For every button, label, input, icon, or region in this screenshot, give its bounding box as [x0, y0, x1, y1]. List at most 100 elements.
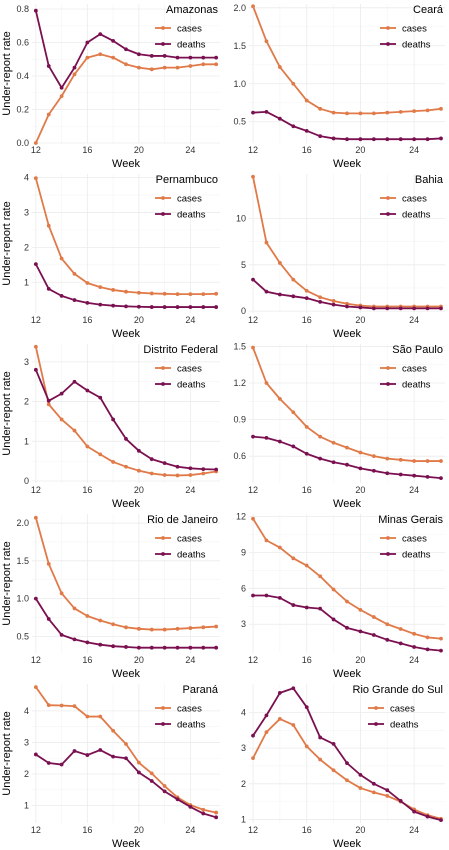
cases-point: [304, 98, 309, 103]
x-tick-label: 12: [248, 145, 258, 155]
legend-label-cases: cases: [177, 534, 202, 545]
cases-point: [264, 730, 269, 735]
cases-point: [331, 110, 336, 115]
cases-point: [385, 110, 390, 115]
cases-point: [33, 344, 38, 349]
legend-label-cases: cases: [177, 704, 202, 715]
cases-point: [46, 402, 51, 407]
legend-label-cases: cases: [402, 194, 427, 205]
cases-point: [175, 65, 180, 70]
panel-title: Amazonas: [166, 4, 218, 16]
x-tick-label: 16: [302, 825, 312, 835]
deaths-point: [385, 471, 390, 476]
deaths-point: [264, 435, 269, 440]
deaths-point: [304, 128, 309, 133]
panel-title: Bahia: [415, 174, 444, 186]
x-tick-label: 12: [248, 485, 258, 495]
legend-marker-cases: [161, 196, 165, 200]
legend-marker-cases: [386, 26, 390, 30]
legend-marker-deaths: [386, 212, 390, 216]
y-tick-label: 2.0: [16, 518, 29, 528]
deaths-point: [251, 277, 255, 282]
y-tick-label: 4: [241, 708, 246, 718]
deaths-point: [136, 645, 141, 650]
cases-point: [214, 624, 219, 629]
deaths-point: [98, 395, 103, 400]
legend-label-cases: cases: [402, 364, 427, 375]
deaths-point: [214, 305, 219, 309]
cases-point: [175, 292, 180, 297]
legend-marker-deaths: [374, 722, 378, 726]
y-tick-label: 4: [24, 706, 29, 716]
chart-panel: 12 16 20 24 0 5 10 Bahia cases deaths Week: [225, 170, 449, 340]
cases-point: [175, 473, 180, 478]
cases-point: [98, 285, 103, 290]
x-tick-label: 24: [409, 825, 419, 835]
y-tick-label: 0.4: [16, 71, 29, 81]
deaths-point: [33, 752, 38, 757]
deaths-point: [149, 779, 154, 783]
x-tick-label: 24: [185, 485, 195, 495]
cases-point: [111, 288, 116, 292]
y-tick-label: 0.8: [16, 4, 29, 14]
cases-point: [251, 516, 255, 521]
deaths-point: [201, 305, 206, 309]
panel-title: Pernambuco: [156, 174, 218, 186]
y-tick-label: 6: [241, 583, 246, 593]
y-tick-label: 0.6: [16, 38, 29, 48]
deaths-point: [277, 691, 282, 695]
y-axis-label: Under-report rate: [1, 711, 13, 795]
deaths-point: [358, 305, 363, 310]
cases-point: [46, 112, 51, 117]
cases-point: [412, 459, 417, 463]
chart-svg: 12 16 20 24 3 6 9 12 Minas Gerais cases deaths Week: [236, 511, 445, 680]
cases-point: [385, 456, 390, 461]
deaths-point: [331, 302, 336, 307]
deaths-point: [412, 473, 417, 478]
deaths-point: [425, 137, 430, 142]
deaths-line: [35, 598, 217, 649]
cases-point: [371, 111, 376, 116]
y-tick-label: 1.5: [233, 41, 246, 51]
deaths-point: [398, 306, 403, 311]
legend-label-cases: cases: [402, 534, 427, 545]
cases-point: [318, 757, 323, 762]
y-tick-label: 1.2: [233, 378, 246, 388]
x-tick-label: 16: [82, 315, 92, 325]
x-tick-label: 12: [31, 315, 41, 325]
cases-point: [304, 425, 309, 429]
y-tick-label: 0.6: [233, 451, 246, 461]
legend-label-deaths: deaths: [177, 210, 206, 221]
deaths-point: [46, 398, 51, 403]
deaths-point: [85, 753, 90, 757]
cases-point: [136, 65, 141, 70]
cases-point: [331, 587, 336, 592]
cases-point: [358, 786, 363, 790]
deaths-point: [304, 705, 309, 710]
deaths-line: [252, 110, 442, 141]
y-tick-label: 3: [241, 743, 246, 753]
cases-point: [201, 292, 206, 297]
deaths-point: [175, 645, 180, 650]
legend-marker-cases: [386, 536, 390, 540]
x-axis-label: Week: [112, 838, 140, 850]
cases-point: [304, 288, 309, 293]
legend-marker-cases: [161, 706, 165, 710]
cases-point: [136, 760, 141, 765]
cases-point: [162, 473, 167, 477]
deaths-point: [72, 637, 77, 642]
deaths-point: [291, 124, 296, 129]
cases-point: [72, 428, 77, 433]
chart-panel: 12 16 20 24 1 2 3 4 Paraná cases deaths Week Under-r…: [0, 680, 224, 850]
x-tick-label: 24: [409, 315, 419, 325]
cases-point: [277, 261, 282, 265]
y-tick-label: 3: [24, 737, 29, 747]
deaths-point: [439, 818, 443, 823]
deaths-point: [188, 55, 193, 60]
cases-point: [124, 62, 128, 67]
deaths-point: [201, 467, 206, 471]
deaths-point: [412, 137, 417, 142]
cases-point: [371, 615, 376, 619]
cases-point: [72, 704, 77, 709]
